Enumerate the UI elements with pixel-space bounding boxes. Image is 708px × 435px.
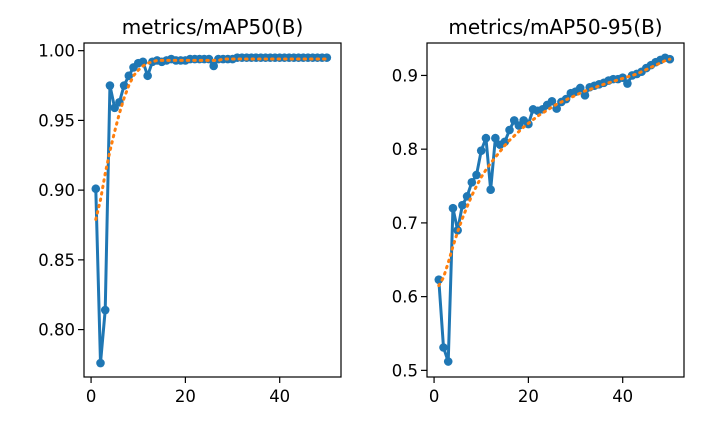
x-tick-label: 20 xyxy=(175,387,196,406)
data-point xyxy=(91,184,101,194)
y-tick-label: 0.90 xyxy=(38,181,75,200)
y-tick-label: 1.00 xyxy=(38,42,75,61)
data-point xyxy=(105,81,115,90)
data-point xyxy=(204,54,214,64)
data-point xyxy=(505,125,514,135)
data-point xyxy=(575,83,585,93)
data-point xyxy=(143,71,152,81)
data-point xyxy=(443,357,453,366)
data-point xyxy=(96,358,105,368)
x-tick-label: 0 xyxy=(86,387,97,406)
smooth-series-line xyxy=(94,57,329,221)
y-tick-label: 0.8 xyxy=(392,140,418,159)
data-point xyxy=(124,71,134,81)
smooth-series-line xyxy=(437,57,672,288)
data-point xyxy=(439,343,448,352)
chart-title: metrics/mAP50(B) xyxy=(122,15,304,39)
data-point xyxy=(476,146,486,155)
axes-frame xyxy=(426,42,685,378)
x-tick-label: 40 xyxy=(269,387,290,406)
y-tick-label: 0.5 xyxy=(392,361,418,380)
chart-panel-2: metrics/mAP50-95(B) 0 20 40 0.5 0.6 0.7 0.8 0.9 xyxy=(392,15,685,406)
x-tick-label: 40 xyxy=(612,387,633,406)
data-point xyxy=(491,133,500,143)
data-point xyxy=(486,185,495,195)
results-series-line xyxy=(94,56,329,365)
y-tick-label: 0.7 xyxy=(392,214,418,233)
y-tick-label: 0.95 xyxy=(38,111,75,130)
data-point xyxy=(547,96,557,106)
x-tick-label: 0 xyxy=(429,387,440,406)
chart-title: metrics/mAP50-95(B) xyxy=(448,15,662,39)
x-tick-label: 20 xyxy=(518,387,539,406)
data-point xyxy=(481,133,491,143)
data-point xyxy=(434,275,444,284)
y-tick-label: 0.9 xyxy=(392,66,418,85)
axes-frame xyxy=(83,42,342,378)
chart-panel-1: metrics/mAP50(B) 0 20 40 0.80 0.85 0.90 0.95 1.0… xyxy=(38,15,342,406)
y-tick-label: 0.85 xyxy=(38,251,75,270)
data-point xyxy=(448,203,458,213)
data-point xyxy=(119,81,129,90)
data-point xyxy=(623,79,632,88)
data-point xyxy=(100,305,110,315)
data-point xyxy=(138,57,148,67)
y-tick-label: 0.6 xyxy=(392,288,418,307)
data-point xyxy=(209,61,218,71)
y-tick-label: 0.80 xyxy=(38,321,75,340)
data-point xyxy=(467,178,477,187)
data-point xyxy=(472,170,481,180)
data-point xyxy=(458,200,467,210)
data-point xyxy=(580,91,590,100)
